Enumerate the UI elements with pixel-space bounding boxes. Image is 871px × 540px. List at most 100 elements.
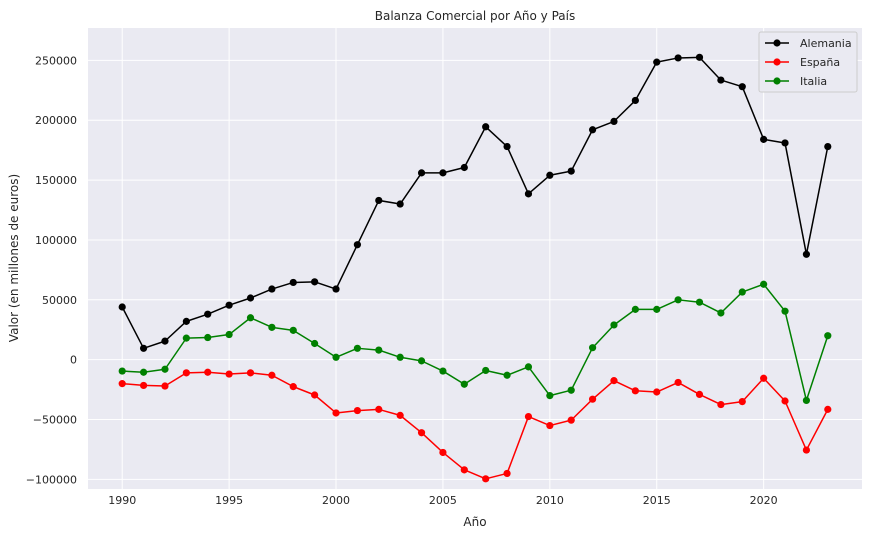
data-point (738, 397, 746, 406)
data-point (204, 368, 212, 376)
y-tick-label: 200000 (35, 114, 77, 127)
series-line-italia (122, 283, 829, 402)
data-point (396, 200, 404, 208)
data-point (695, 390, 704, 399)
data-point (546, 392, 554, 400)
legend: Alemania España Italia (758, 31, 858, 93)
data-point (653, 388, 661, 396)
y-tick-labels: −100000 −50000 0 50000 100000 150000 200000 250… (26, 54, 77, 486)
y-tick-label: −100000 (26, 473, 77, 486)
data-point (824, 332, 832, 340)
data-point (503, 142, 511, 151)
data-point (311, 278, 319, 286)
data-point (375, 405, 383, 413)
legend-label: España (800, 56, 840, 69)
x-tick-label: 2005 (429, 494, 457, 507)
data-point (482, 366, 490, 375)
data-point (417, 357, 426, 365)
data-point (396, 353, 404, 361)
y-tick-label: 0 (70, 354, 77, 367)
chart-title: Balanza Comercial por Año y País (375, 9, 575, 23)
x-tick-label: 2010 (536, 494, 564, 507)
data-point (824, 142, 832, 151)
data-point (311, 391, 319, 399)
data-point (161, 382, 169, 390)
data-point (588, 126, 597, 134)
data-point (182, 334, 190, 342)
y-tick-label: 50000 (42, 294, 77, 307)
data-point (460, 163, 468, 172)
data-point (610, 377, 618, 385)
data-point (781, 139, 789, 147)
data-point (289, 383, 297, 391)
data-point (717, 400, 725, 409)
data-point (353, 344, 362, 352)
data-point (482, 123, 490, 131)
data-point (204, 310, 212, 318)
data-point (653, 305, 661, 313)
data-point (503, 469, 511, 478)
data-point (503, 371, 511, 379)
y-tick-label: 250000 (35, 54, 77, 67)
data-point (289, 326, 297, 334)
data-point (225, 301, 233, 309)
data-point (674, 296, 682, 304)
data-point (717, 76, 725, 84)
data-point (182, 369, 190, 377)
data-point (567, 386, 575, 394)
data-point (353, 241, 362, 249)
data-point (695, 53, 704, 61)
data-point (674, 378, 682, 387)
data-point (760, 280, 768, 288)
data-point (524, 363, 533, 371)
x-tick-label: 1995 (215, 494, 243, 507)
data-point (417, 429, 426, 437)
data-point (567, 416, 575, 424)
x-tick-label: 1990 (108, 494, 136, 507)
data-point (332, 353, 340, 361)
y-tick-label: 150000 (35, 174, 77, 187)
data-point (139, 368, 148, 376)
data-point (482, 475, 490, 483)
data-point (353, 406, 362, 415)
data-point (225, 370, 233, 378)
x-tick-labels: 1990 1995 2000 2005 2010 2015 2020 (108, 494, 777, 507)
data-point (332, 409, 340, 417)
data-point (417, 169, 426, 177)
series-line-españa (122, 371, 829, 480)
series-line-alemania (121, 56, 829, 350)
data-point (204, 333, 212, 342)
data-point (118, 367, 126, 375)
data-point (289, 278, 297, 287)
data-point (567, 167, 575, 175)
data-point (460, 380, 468, 388)
data-point (268, 323, 276, 331)
data-point (524, 412, 533, 421)
data-point (546, 171, 554, 179)
data-point (546, 421, 554, 430)
data-point (182, 317, 190, 325)
data-point (717, 309, 725, 317)
data-point (802, 250, 811, 258)
x-axis-title: Año (463, 515, 486, 529)
data-point (588, 395, 597, 403)
data-point (375, 196, 383, 205)
data-point (439, 169, 447, 177)
grid-lines (88, 28, 862, 489)
data-point (738, 83, 746, 91)
data-point (439, 448, 447, 457)
legend-marker (773, 77, 781, 85)
legend-box (758, 31, 858, 93)
data-point (246, 369, 255, 377)
y-tick-label: −50000 (33, 414, 77, 427)
data-point (139, 344, 148, 352)
data-point (610, 117, 618, 125)
data-point (738, 288, 746, 296)
data-point (375, 346, 383, 354)
x-tick-label: 2000 (322, 494, 350, 507)
data-point (760, 374, 768, 382)
x-tick-label: 2015 (643, 494, 671, 507)
data-point (246, 294, 255, 302)
data-point (161, 365, 169, 373)
